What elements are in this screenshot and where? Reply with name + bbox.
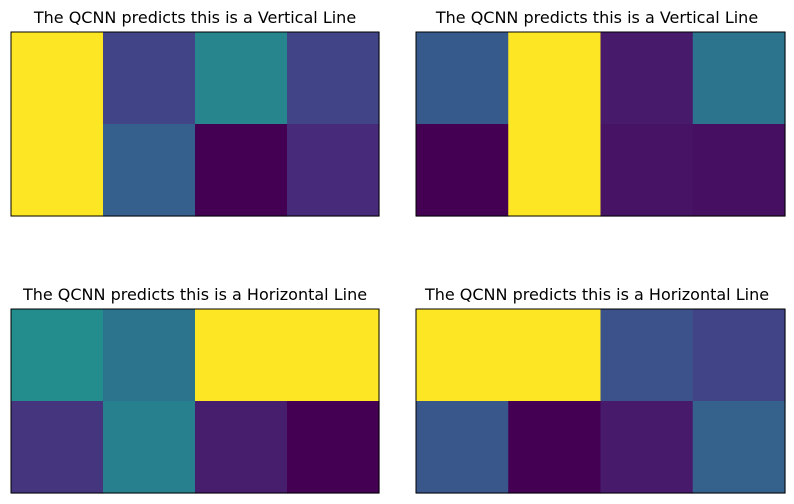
- heatmap-cell: [11, 401, 104, 494]
- heatmap-cell: [508, 124, 602, 217]
- heatmap-cell: [416, 124, 509, 217]
- heatmap-cell: [103, 124, 196, 217]
- panel-title: The QCNN predicts this is a Vertical Lin…: [33, 8, 357, 27]
- axes-frame: [415, 31, 786, 217]
- heatmap-cell: [416, 32, 509, 125]
- heatmap-cell: [692, 401, 786, 494]
- heatmap-cell: [103, 401, 196, 494]
- heatmap-cell: [600, 309, 694, 402]
- heatmap-cell: [195, 309, 288, 402]
- axes-frame: [10, 31, 380, 217]
- heatmap-cell: [508, 32, 602, 125]
- heatmap-cell: [416, 309, 509, 402]
- axes-frame: [10, 308, 380, 494]
- heatmap-axes: [10, 308, 380, 494]
- panel-title: The QCNN predicts this is a Horizontal L…: [424, 285, 770, 304]
- heatmap-cell: [600, 124, 694, 217]
- heatmap-cell: [692, 32, 786, 125]
- heatmap-cell: [195, 32, 288, 125]
- axes-frame: [415, 308, 786, 494]
- heatmap-cell: [11, 32, 104, 125]
- heatmap-cell: [103, 309, 196, 402]
- panel-title: The QCNN predicts this is a Vertical Lin…: [435, 8, 759, 27]
- heatmap-axes: [415, 31, 786, 217]
- heatmap-cell: [195, 401, 288, 494]
- heatmap-cell: [103, 32, 196, 125]
- heatmap-cell: [195, 124, 288, 217]
- heatmap-cell: [692, 309, 786, 402]
- heatmap-cell: [416, 401, 509, 494]
- heatmap-cell: [287, 309, 380, 402]
- heatmap-cell: [287, 401, 380, 494]
- heatmap-cell: [11, 309, 104, 402]
- heatmap-cell: [508, 401, 602, 494]
- panel-title: The QCNN predicts this is a Horizontal L…: [22, 285, 368, 304]
- heatmap-cell: [692, 124, 786, 217]
- heatmap-cell: [600, 32, 694, 125]
- heatmap-cell: [287, 32, 380, 125]
- heatmap-cell: [508, 309, 602, 402]
- heatmap-cell: [287, 124, 380, 217]
- heatmap-axes: [415, 308, 786, 494]
- heatmap-cell: [11, 124, 104, 217]
- heatmap-cell: [600, 401, 694, 494]
- heatmap-axes: [10, 31, 380, 217]
